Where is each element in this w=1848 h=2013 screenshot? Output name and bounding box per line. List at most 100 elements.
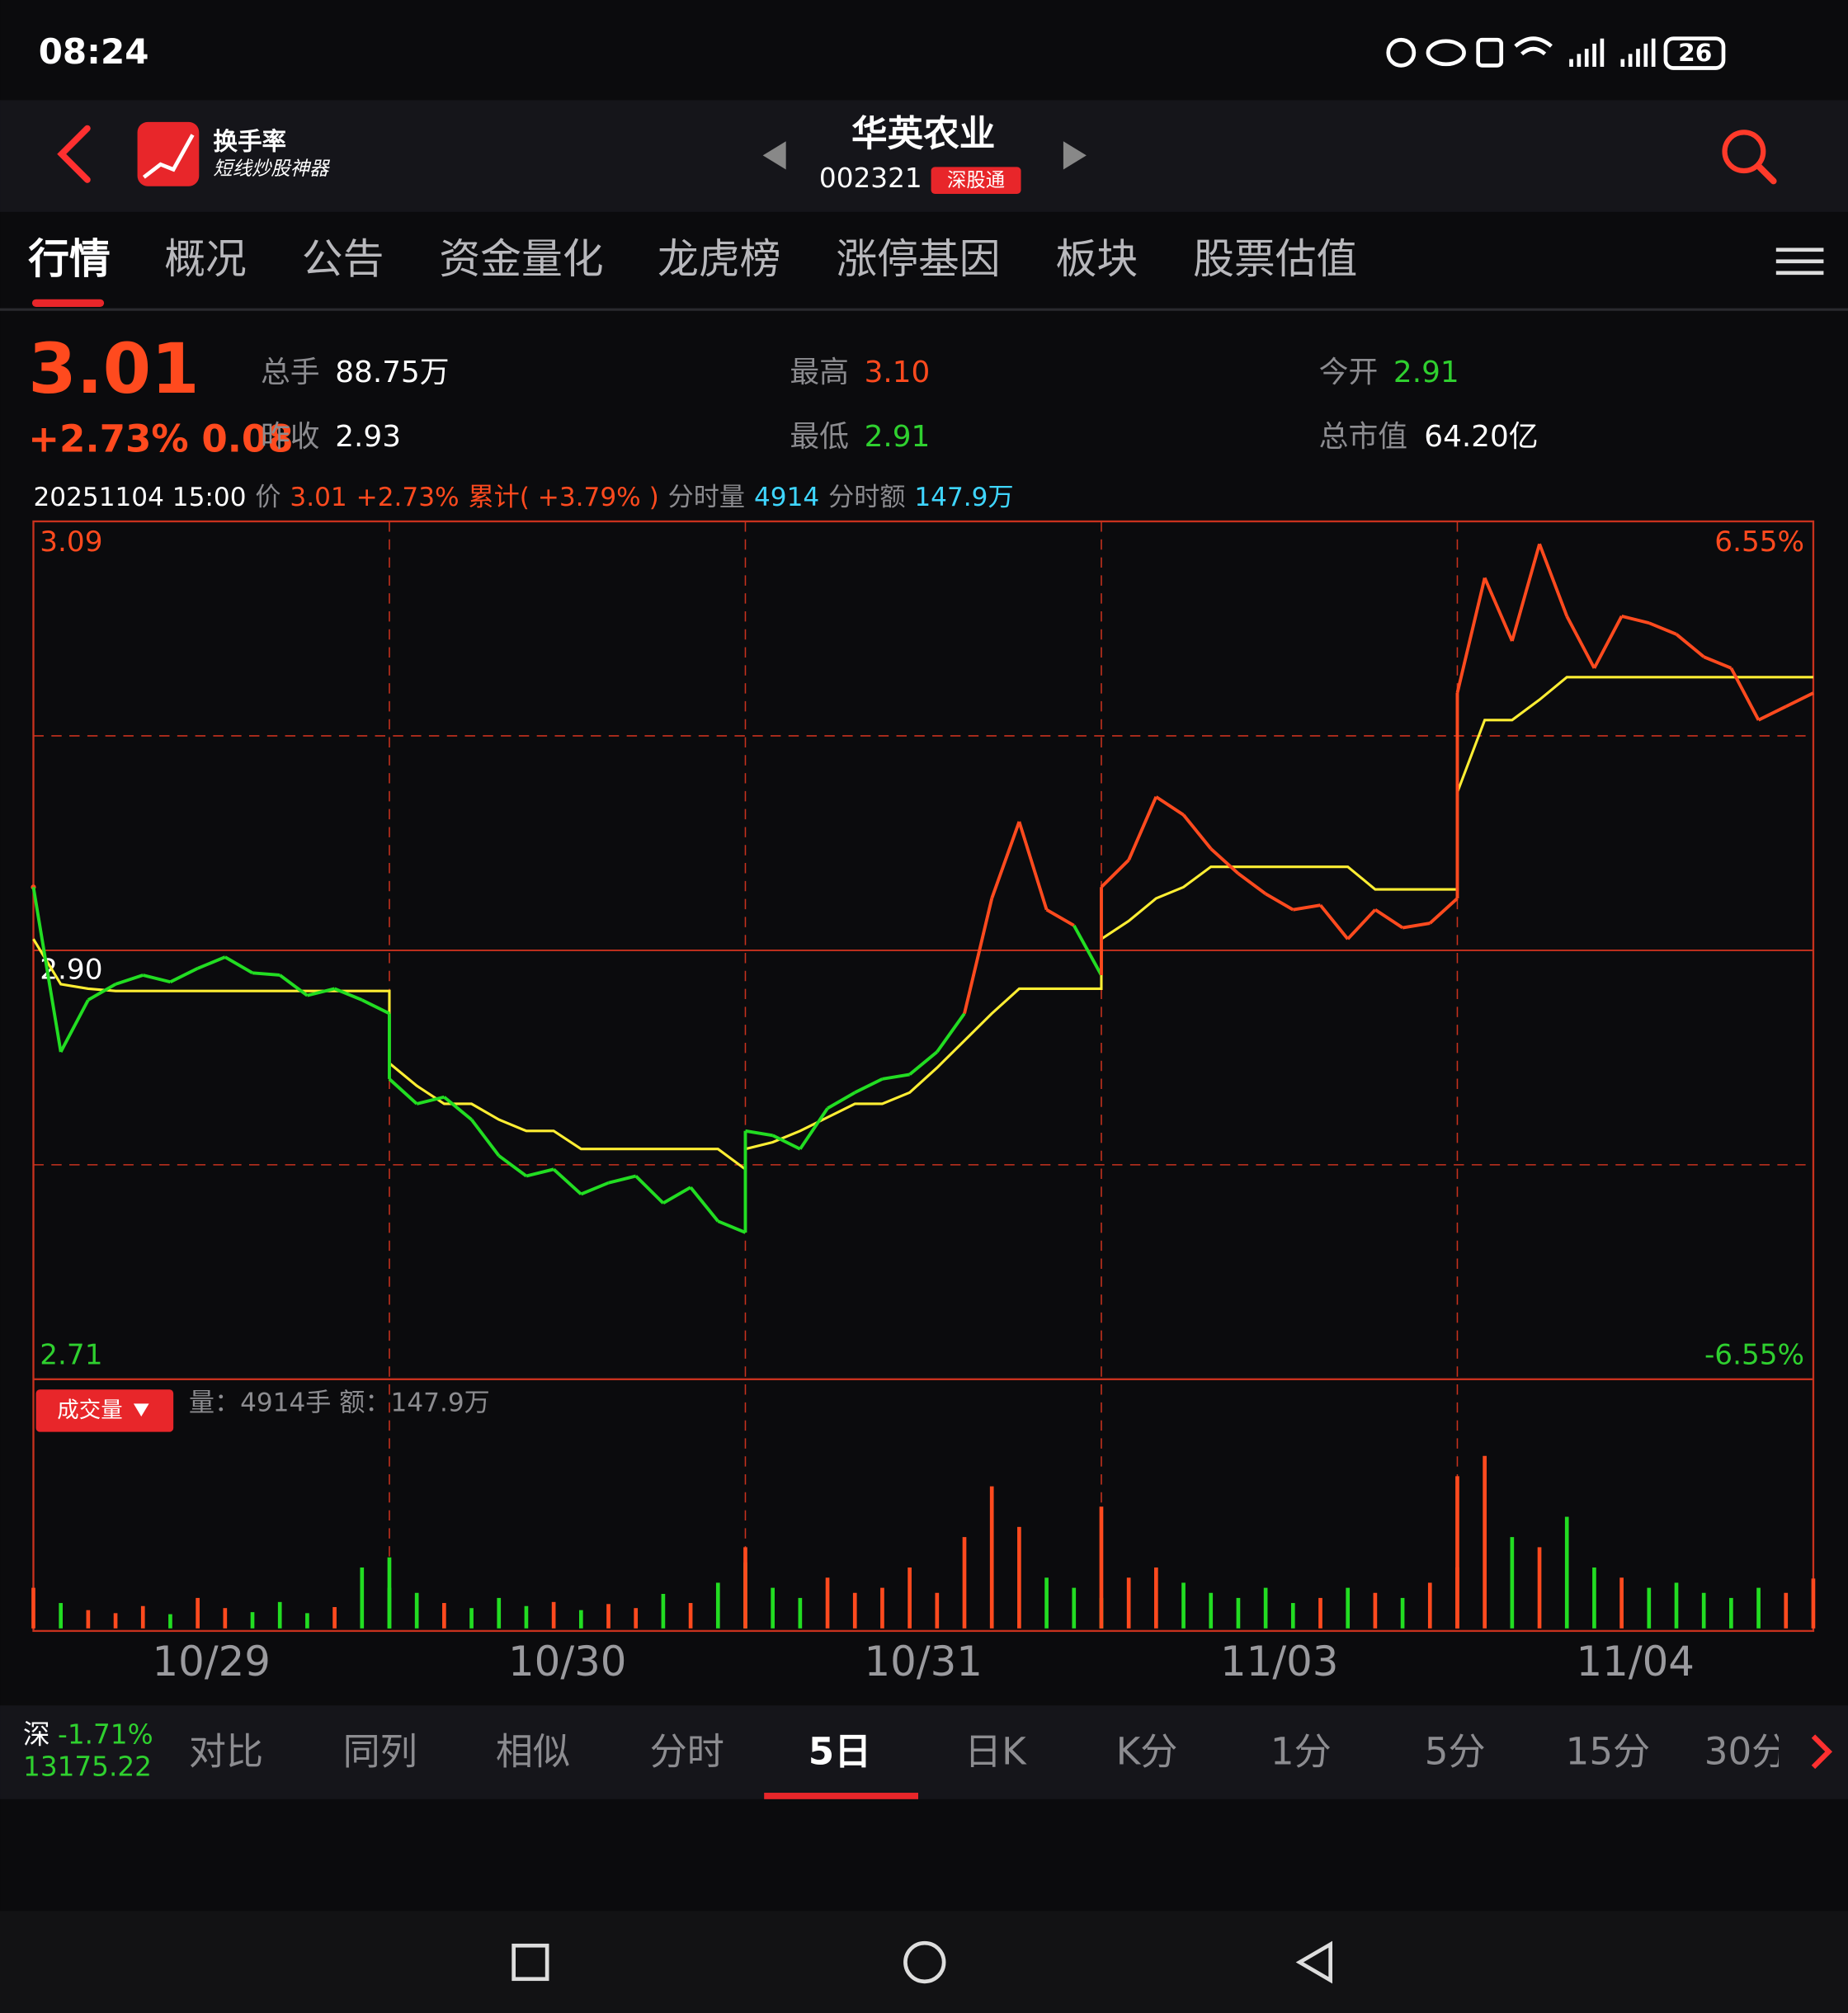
tab[interactable]: 公告 [302, 235, 384, 283]
price-segment [580, 1181, 610, 1196]
volume-bar [989, 1486, 994, 1629]
volume-bar [1154, 1568, 1158, 1629]
tab[interactable]: 涨停基因 [836, 235, 1000, 283]
volume-bar [551, 1601, 556, 1629]
price-segment [1675, 633, 1705, 658]
bottom-tab[interactable]: 5分 [1425, 1729, 1486, 1773]
x-tick-label: 10/29 [152, 1638, 271, 1685]
field-label: 最低 [790, 420, 849, 454]
index-name: 深 [23, 1719, 50, 1751]
info-volume-label: 分时量 [668, 483, 745, 512]
menu-button[interactable] [1775, 248, 1824, 276]
bottom-tab[interactable]: 1分 [1270, 1729, 1332, 1773]
price-segment [1648, 621, 1677, 636]
back-button[interactable] [57, 125, 91, 183]
bottom-tab[interactable]: 30分 [1704, 1729, 1789, 1773]
volume-bar [1647, 1587, 1652, 1629]
back[interactable] [1295, 1940, 1333, 1984]
tab[interactable]: 股票估值 [1193, 235, 1357, 283]
search-handle [1755, 162, 1777, 185]
bottom-tabs: 对比 同列 相似 分时 5日 日K K分 1分 5分 15分 30分 [189, 1729, 1789, 1773]
scroll-right[interactable] [1811, 1734, 1833, 1770]
price-segment [115, 974, 144, 986]
price-segment [882, 1072, 910, 1081]
status-time: 08:24 [39, 31, 149, 72]
price-segment [1455, 577, 1487, 694]
change: +2.73% 0.08 [28, 417, 293, 460]
price-segment [1237, 872, 1267, 896]
prev-stock[interactable] [762, 141, 786, 170]
status-icons [1386, 36, 1726, 70]
tab[interactable]: 行情 [28, 235, 111, 283]
next-stock[interactable] [1063, 141, 1087, 170]
search-button[interactable] [1722, 130, 1766, 174]
price-segment [333, 987, 363, 1002]
volume-bar [1619, 1577, 1624, 1629]
active-bottom-indicator [764, 1793, 918, 1799]
bottom-tab[interactable]: 对比 [189, 1729, 263, 1773]
app-slogan: 短线炒股神器 [213, 157, 331, 180]
bottom-tab[interactable]: 相似 [496, 1729, 570, 1773]
volume-bar [59, 1603, 64, 1629]
price-segment [662, 1186, 692, 1205]
volume-bar [634, 1608, 639, 1629]
info-change: +2.73% [356, 483, 460, 512]
battery-level: 26 [1678, 39, 1712, 67]
volume-selector[interactable] [35, 1389, 174, 1432]
volume-bar [935, 1592, 940, 1629]
price-segment [306, 987, 336, 997]
price-segment [169, 967, 199, 983]
volume-bar [168, 1614, 172, 1629]
y2-tick-label: 6.55% [1714, 526, 1804, 559]
field-label: 昨收 [261, 420, 320, 454]
field-label: 今开 [1319, 356, 1379, 389]
bottom-tab-bar [0, 1705, 1848, 1799]
badge: 深股通 [947, 168, 1005, 191]
dropdown-arrow [133, 1403, 149, 1417]
price-segment [1592, 615, 1624, 669]
price-segment [1428, 897, 1459, 925]
price-segment [1100, 859, 1130, 889]
volume-bar [1483, 1455, 1487, 1629]
price-segment [1565, 615, 1596, 669]
volume-bar [140, 1605, 145, 1629]
price-segment [1292, 903, 1321, 912]
volume-bar [1346, 1587, 1351, 1629]
info-volume: 4914 [754, 483, 819, 512]
volume-bar [469, 1608, 474, 1629]
bottom-tab[interactable]: 15分 [1566, 1729, 1651, 1773]
price-segment [1155, 795, 1185, 817]
volume-bar [661, 1593, 666, 1629]
price-segment [1703, 655, 1732, 670]
recent-apps[interactable] [512, 1943, 549, 1982]
volume-bar [1126, 1577, 1131, 1629]
bottom-tab[interactable]: K分 [1116, 1729, 1178, 1773]
home[interactable] [903, 1940, 946, 1984]
index-change: -1.71% [58, 1719, 153, 1751]
price-segment [31, 886, 63, 1053]
price-segment [936, 1012, 966, 1054]
price-segment [1402, 922, 1431, 930]
volume-bar [1044, 1577, 1049, 1629]
volume-bar [113, 1613, 118, 1629]
volume-bar [715, 1582, 720, 1629]
price-segment [1045, 908, 1075, 927]
price-segment [854, 1077, 884, 1095]
bottom-tab[interactable]: 分时 [650, 1729, 724, 1773]
price-segment [717, 1219, 747, 1234]
bottom-tab[interactable]: 同列 [343, 1729, 417, 1773]
tab[interactable]: 概况 [164, 235, 247, 283]
tab[interactable]: 资金量化 [439, 235, 603, 283]
volume-bar [852, 1592, 857, 1629]
bottom-tab[interactable]: 5日 [808, 1729, 872, 1773]
y-tick-label: 3.09 [40, 526, 102, 559]
price: 3.01 [28, 328, 199, 409]
price-segment [1017, 821, 1049, 911]
price-segment [224, 955, 253, 974]
tab[interactable]: 龙虎榜 [658, 235, 780, 283]
bottom-tab[interactable]: 日K [964, 1729, 1027, 1773]
volume-bar [1592, 1568, 1596, 1629]
price-segment [1621, 615, 1650, 625]
price-segment [1483, 577, 1514, 642]
tab[interactable]: 板块 [1056, 235, 1138, 283]
